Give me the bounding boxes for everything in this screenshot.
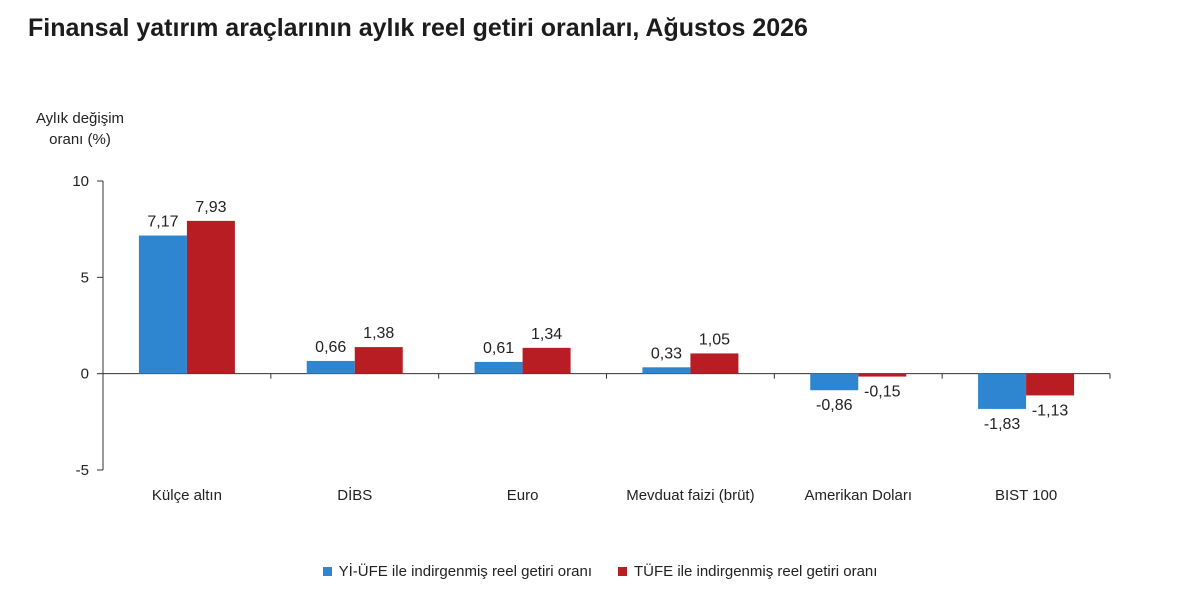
y-tick-label: -5: [76, 462, 89, 479]
legend: Yİ-ÜFE ile indirgenmiş reel getiri oranı…: [0, 563, 1200, 580]
bar-series1: [474, 361, 523, 374]
data-label: -1,83: [984, 416, 1021, 433]
bar-series2: [522, 347, 571, 374]
bar-series2: [186, 220, 235, 374]
legend-item-series1: Yİ-ÜFE ile indirgenmiş reel getiri oranı: [322, 563, 592, 580]
data-label: 7,17: [147, 214, 178, 231]
legend-label-series2: TÜFE ile indirgenmiş reel getiri oranı: [634, 563, 878, 580]
bar-series1: [642, 367, 691, 374]
x-tick-label: DİBS: [337, 486, 372, 504]
bar-series2: [690, 353, 739, 374]
data-label: 0,66: [315, 339, 346, 356]
legend-item-series2: TÜFE ile indirgenmiş reel getiri oranı: [618, 563, 877, 580]
y-tick-label: 10: [72, 173, 89, 190]
x-tick-label: Amerikan Doları: [804, 487, 912, 504]
data-label: 0,61: [483, 340, 514, 357]
bar-series2: [1026, 373, 1075, 396]
legend-swatch-series1: [322, 567, 332, 576]
data-label: 1,05: [699, 331, 730, 348]
data-label: -0,15: [864, 384, 901, 401]
data-label: -1,13: [1032, 402, 1069, 419]
y-tick-label: 5: [81, 269, 89, 286]
data-label: 7,93: [195, 199, 226, 216]
data-label: 1,38: [363, 325, 394, 342]
x-tick-label: Euro: [507, 487, 539, 504]
bar-series1: [978, 373, 1027, 409]
legend-swatch-series2: [618, 567, 627, 576]
x-tick-label: Mevduat faizi (brüt): [626, 487, 754, 504]
y-axis-label: Aylık değişim oranı (%): [35, 110, 125, 148]
data-label: 0,33: [651, 345, 682, 362]
y-tick-label: 0: [81, 366, 89, 383]
bar-series1: [138, 235, 187, 374]
data-label: 1,34: [531, 326, 562, 343]
x-tick-label: Külçe altın: [152, 487, 222, 504]
x-tick-label: BIST 100: [995, 487, 1057, 504]
bar-chart: -5 0 5 10 Külçe altın 7,17 7,93 DİBS 0,66 1,38 Eur…: [72, 173, 1111, 504]
chart-title: Finansal yatırım araçlarının aylık reel …: [28, 14, 808, 42]
bar-series2: [858, 373, 907, 377]
bar-series1: [306, 360, 355, 374]
legend-label-series1: Yİ-ÜFE ile indirgenmiş reel getiri oranı: [338, 563, 592, 580]
data-label: -0,86: [816, 397, 853, 414]
bar-series2: [354, 347, 403, 374]
bar-series1: [810, 373, 859, 391]
